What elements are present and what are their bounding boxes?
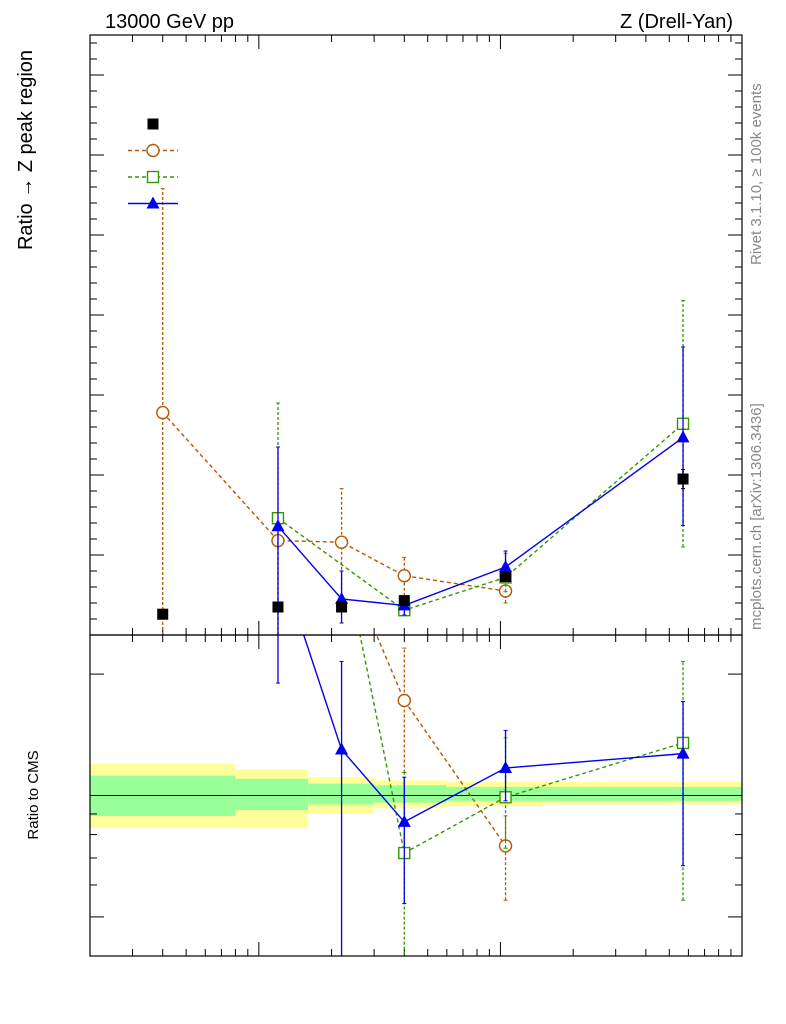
ratio-data-point xyxy=(335,742,349,755)
ratio-frame xyxy=(89,634,743,957)
ratio-series-pythia-8-308-default xyxy=(275,635,690,956)
legend-entry xyxy=(128,196,178,209)
legend-marker xyxy=(147,118,159,130)
mcplots-source-label: mcplots.cern.ch [arXiv:1306.3436] xyxy=(748,403,765,630)
uncertainty-band-green xyxy=(542,786,742,801)
legend-marker xyxy=(146,143,160,158)
main-series-herwig-2-6-1a-default xyxy=(156,188,513,635)
main-data-point xyxy=(677,473,689,485)
main-series-herwig-7-2-1-default xyxy=(271,300,690,635)
ratio-data-point xyxy=(676,746,690,759)
main-data-point xyxy=(500,571,512,583)
legend-marker xyxy=(146,196,160,209)
ratio-data-point xyxy=(397,693,411,708)
legend-entry xyxy=(147,118,159,130)
ratio-y-axis-label: Ratio to CMS xyxy=(25,750,42,839)
main-data-point xyxy=(271,519,285,532)
main-series-cms xyxy=(157,468,689,620)
uncertainty-band-green xyxy=(446,786,543,801)
main-data-point xyxy=(336,601,348,613)
ratio-series-line xyxy=(359,635,684,855)
header-right-label: Z (Drell-Yan) xyxy=(620,11,733,33)
main-series-line xyxy=(277,423,684,611)
main-data-point xyxy=(157,608,169,620)
main-frame xyxy=(89,34,743,636)
main-panel xyxy=(89,34,743,636)
main-data-point xyxy=(397,569,411,583)
main-data-point xyxy=(335,592,349,604)
main-data-point xyxy=(156,405,170,420)
main-data-point xyxy=(676,430,690,443)
main-series-line xyxy=(162,412,506,592)
uncertainty-band-green xyxy=(235,778,309,811)
ratio-series-herwig-7-2-1-default xyxy=(359,635,690,956)
main-y-axis-label: Ratio → Z peak region xyxy=(15,50,37,250)
ratio-series-herwig-2-6-1a-default xyxy=(339,635,513,901)
main-series-pythia-8-308-default xyxy=(271,346,690,635)
legend-entry xyxy=(128,143,178,158)
header-left-label: 13000 GeV pp xyxy=(105,11,234,33)
legend-marker xyxy=(146,170,160,184)
rivet-version-label: Rivet 3.1.10, ≥ 100k events xyxy=(748,83,765,265)
uncertainty-band-green xyxy=(374,785,447,803)
main-data-point xyxy=(398,595,410,607)
ratio-data-point xyxy=(499,760,513,773)
main-data-point xyxy=(272,601,284,613)
main-data-point xyxy=(499,560,513,572)
ratio-data-point xyxy=(397,814,411,827)
main-series-line xyxy=(277,436,684,607)
ratio-panel xyxy=(89,634,743,957)
main-data-point xyxy=(334,535,349,549)
legend-entry xyxy=(128,170,178,184)
legend xyxy=(128,118,178,209)
